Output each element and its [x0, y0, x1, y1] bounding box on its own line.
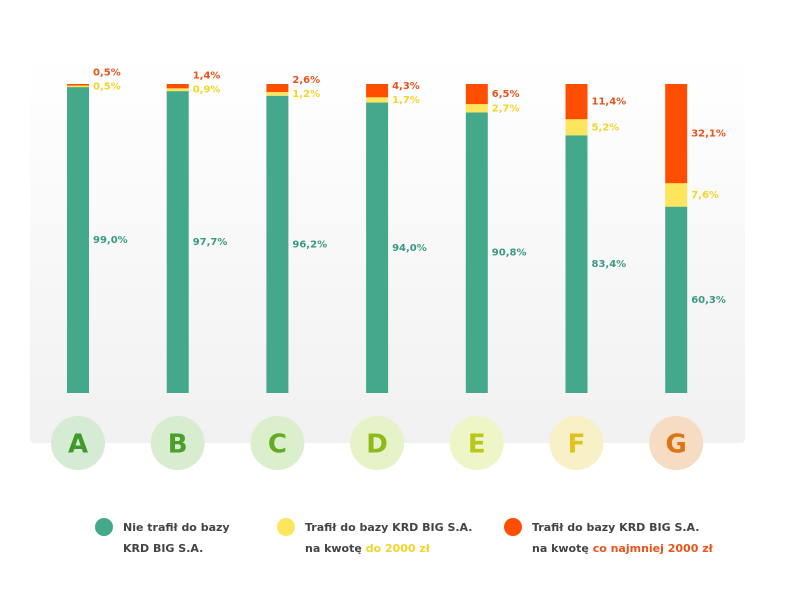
value-label: 32,1% [691, 129, 726, 140]
legend-entry: Trafił do bazy KRD BIG S.A. na kwotę do 2… [277, 517, 473, 559]
bar-segment [465, 104, 488, 113]
value-label: 1,2% [292, 89, 320, 100]
value-label: 0,9% [193, 85, 221, 96]
legend-marker [277, 518, 295, 536]
legend-sublabel: na kwotę co najmniej 2000 zł [532, 538, 713, 559]
value-label: 0,5% [93, 67, 121, 78]
value-label: 1,7% [392, 95, 420, 106]
legend-sublabel: KRD BIG S.A. [123, 538, 230, 559]
legend-sublabel: na kwotę do 2000 zł [305, 538, 472, 559]
value-label: 94,0% [392, 243, 427, 254]
legend-sublabel-text: na kwotę [532, 542, 589, 555]
legend-marker [504, 518, 522, 536]
bar-segment [266, 95, 289, 393]
value-label: 0,5% [93, 81, 121, 92]
value-label: 7,6% [691, 190, 719, 201]
category-badge [51, 416, 105, 470]
bar-segment [266, 84, 289, 93]
value-label: 60,3% [691, 295, 726, 306]
bar-segment [665, 183, 688, 207]
legend-marker [95, 518, 113, 536]
bar-segment [465, 112, 488, 393]
value-label: 1,4% [193, 71, 221, 82]
bar-segment [67, 87, 89, 393]
bar-segment [565, 84, 588, 120]
value-label: 2,6% [292, 75, 320, 86]
value-label: 83,4% [592, 259, 627, 270]
legend-label: Trafił do bazy KRD BIG S.A. [305, 521, 473, 534]
x-tick-label: G [666, 430, 687, 460]
x-tick-label: D [366, 430, 388, 460]
legend-sublabel-text: KRD BIG S.A. [123, 542, 204, 555]
legend-label: Nie trafił do bazy [123, 521, 230, 534]
bar-segment [465, 84, 488, 105]
bar-segment [166, 91, 189, 394]
bar-segment [166, 88, 189, 92]
x-tick-label: C [268, 430, 287, 460]
category-badge [649, 416, 704, 470]
value-label: 97,7% [193, 237, 228, 248]
legend-entry: Nie trafił do bazy KRD BIG S.A. [95, 517, 230, 559]
value-label: 5,2% [592, 122, 620, 133]
bar-segment [366, 97, 389, 103]
bar-segment [366, 84, 389, 98]
bar-segment [565, 135, 588, 393]
x-tick-label: B [168, 430, 188, 460]
value-label: 11,4% [592, 97, 627, 108]
legend-highlight: co najmniej 2000 zł [592, 542, 713, 555]
category-badge [549, 416, 604, 470]
category-badge [350, 416, 405, 470]
value-label: 6,5% [492, 89, 520, 100]
legend-highlight: do 2000 zł [365, 542, 430, 555]
bar-segment [166, 84, 189, 89]
legend-label: Trafił do bazy KRD BIG S.A. [532, 521, 700, 534]
legend-entry: Trafił do bazy KRD BIG S.A. na kwotę co n… [504, 517, 713, 559]
bar-segment [665, 84, 688, 184]
category-badge [449, 416, 504, 470]
bar-segment [565, 119, 588, 136]
x-tick-label: E [468, 430, 486, 460]
value-label: 96,2% [292, 239, 327, 250]
bar-segment [665, 206, 688, 393]
value-label: 90,8% [492, 248, 527, 259]
category-badge [150, 416, 205, 470]
value-label: 4,3% [392, 81, 420, 92]
value-label: 99,0% [93, 235, 128, 246]
value-label: 2,7% [492, 103, 520, 114]
x-tick-label: A [68, 430, 88, 460]
bar-segment [67, 84, 89, 86]
bar-segment [67, 85, 89, 88]
bar-segment [266, 92, 289, 96]
category-badge [250, 416, 305, 470]
x-tick-label: F [568, 430, 586, 460]
bar-segment [366, 102, 389, 393]
legend-sublabel-text: na kwotę [305, 542, 362, 555]
